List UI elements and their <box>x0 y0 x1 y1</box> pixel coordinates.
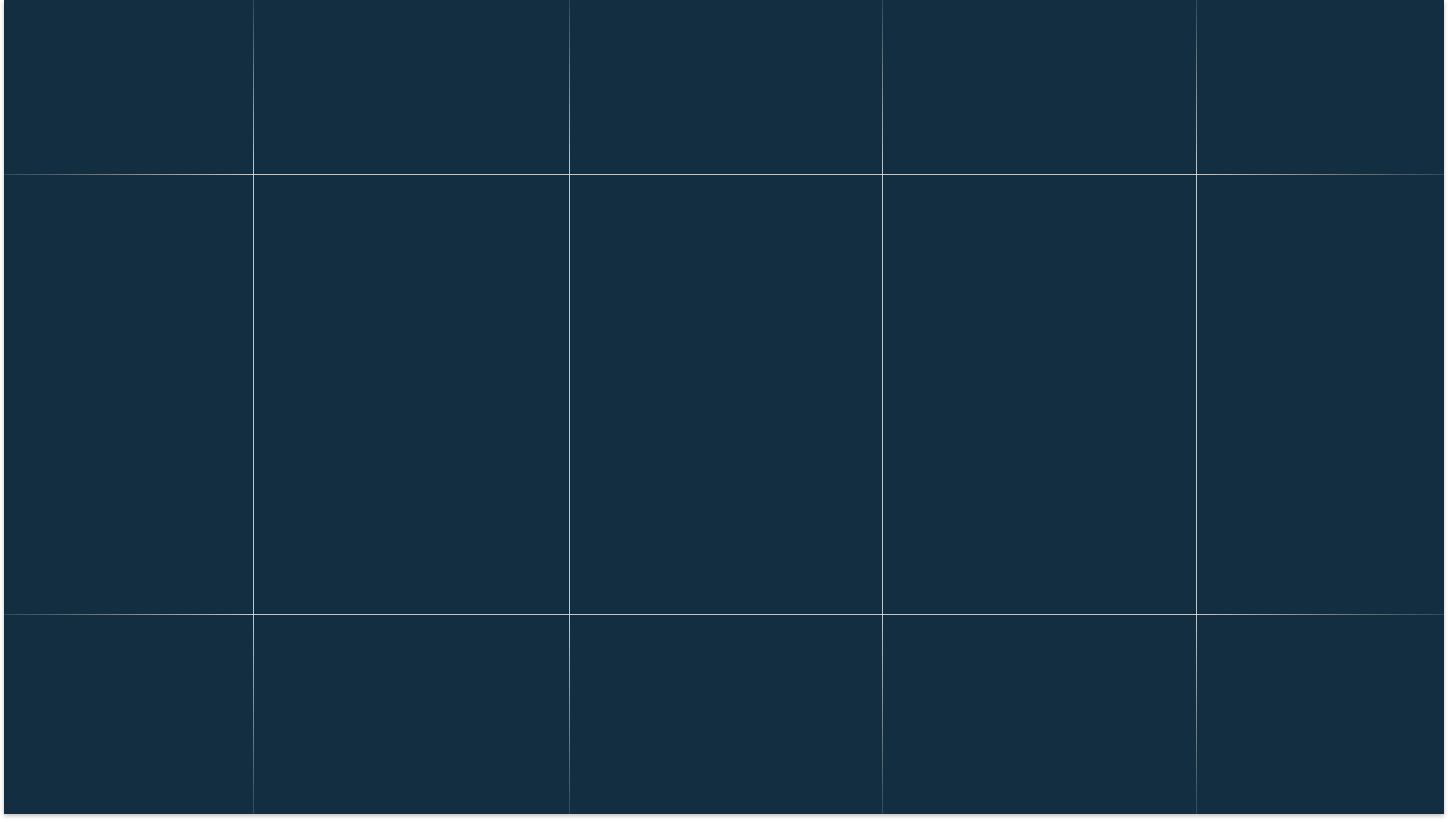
horizontal-guide-line-2[interactable] <box>4 614 1444 615</box>
design-canvas[interactable] <box>4 0 1444 814</box>
vertical-guide-line-3[interactable] <box>882 0 883 814</box>
vertical-guide-line-2[interactable] <box>569 0 570 814</box>
horizontal-guide-line-1[interactable] <box>4 174 1444 175</box>
vertical-guide-line-1[interactable] <box>253 0 254 814</box>
vertical-guide-line-4[interactable] <box>1196 0 1197 814</box>
